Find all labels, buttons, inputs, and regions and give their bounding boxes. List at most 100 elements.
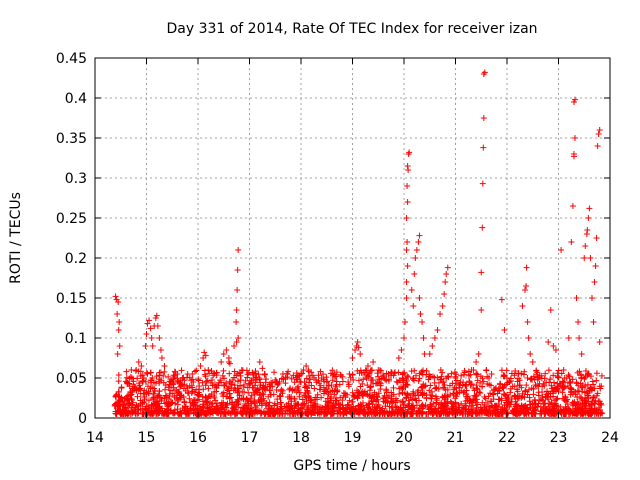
noise-point [476, 389, 483, 396]
noise-point [165, 373, 172, 380]
x-tick-labels: 14 15 16 17 18 19 20 21 22 23 24 [86, 430, 619, 446]
data-point [421, 351, 428, 357]
noise-point [405, 397, 412, 404]
data-point [552, 347, 559, 353]
noise-point [516, 382, 523, 389]
noise-point [128, 404, 135, 411]
noise-point [485, 393, 492, 400]
data-point [202, 352, 209, 359]
noise-point [550, 372, 557, 379]
data-point [220, 351, 227, 357]
data-point [596, 127, 603, 133]
noise-point [185, 390, 192, 397]
noise-point [554, 370, 561, 377]
noise-point [485, 403, 492, 410]
noise-point [414, 389, 421, 396]
noise-point [212, 397, 219, 404]
noise-point [488, 402, 495, 409]
x-tick-label: 18 [292, 430, 310, 446]
noise-point [199, 379, 206, 386]
noise-point [365, 408, 372, 415]
noise-point [565, 372, 572, 379]
noise-point [501, 401, 508, 408]
noise-point [292, 402, 299, 409]
noise-point [193, 410, 200, 417]
noise-point [140, 410, 147, 417]
noise-point [320, 390, 327, 397]
noise-point [321, 378, 328, 385]
noise-point [488, 371, 495, 378]
noise-point [519, 403, 526, 410]
x-tick-label: 20 [395, 430, 413, 446]
noise-point [242, 377, 249, 384]
noise-point [406, 400, 413, 407]
noise-point [296, 378, 303, 385]
noise-point [509, 408, 516, 415]
noise-point [171, 394, 178, 401]
data-point [259, 365, 266, 372]
noise-point [295, 407, 302, 414]
data-point [218, 359, 225, 365]
noise-point [299, 409, 306, 416]
data-point [558, 247, 565, 253]
noise-point [160, 372, 167, 379]
noise-point [289, 387, 296, 394]
noise-point [571, 399, 578, 406]
data-point [475, 351, 482, 357]
data-point [408, 287, 415, 293]
noise-point [459, 382, 466, 389]
noise-point [198, 409, 205, 416]
x-tick-label: 19 [344, 430, 362, 446]
noise-point [171, 409, 178, 416]
noise-point [243, 402, 250, 409]
data-point [570, 153, 577, 160]
x-tick-label: 21 [447, 430, 465, 446]
data-point [401, 335, 407, 341]
data-point [305, 368, 312, 375]
noise-point [349, 389, 356, 396]
noise-point [131, 408, 138, 415]
noise-point [522, 387, 529, 394]
noise-point [204, 405, 211, 412]
noise-point [418, 384, 425, 391]
noise-point [240, 395, 247, 402]
data-point [375, 367, 382, 373]
noise-point [366, 387, 373, 394]
data-point [140, 375, 147, 381]
noise-point [468, 381, 475, 388]
noise-point [309, 407, 316, 414]
axis-ticks [94, 57, 611, 419]
noise-point [204, 377, 211, 384]
noise-point [121, 406, 128, 413]
noise-point [128, 391, 135, 398]
data-point [323, 379, 330, 385]
noise-point [356, 410, 363, 417]
noise-point [378, 367, 385, 374]
noise-point [314, 396, 321, 403]
noise-point [590, 394, 597, 401]
noise-point [531, 376, 538, 383]
data-point [403, 279, 410, 285]
data-point [416, 295, 423, 301]
noise-point [569, 402, 576, 409]
noise-point [156, 376, 163, 383]
data-point [233, 339, 240, 345]
noise-point [440, 384, 447, 391]
data-point [352, 347, 359, 353]
data-point [114, 311, 121, 317]
data-point [385, 371, 392, 377]
noise-point [241, 389, 248, 396]
noise-point [588, 402, 595, 409]
noise-point [458, 400, 465, 407]
noise-point [161, 395, 168, 402]
noise-point [548, 382, 555, 389]
noise-point [559, 389, 566, 396]
noise-point [312, 376, 319, 383]
noise-point [182, 403, 189, 410]
noise-point [369, 392, 376, 399]
data-point [578, 351, 585, 357]
noise-point [229, 377, 236, 384]
noise-point [154, 393, 161, 400]
noise-point [263, 376, 270, 383]
noise-point [550, 379, 557, 386]
